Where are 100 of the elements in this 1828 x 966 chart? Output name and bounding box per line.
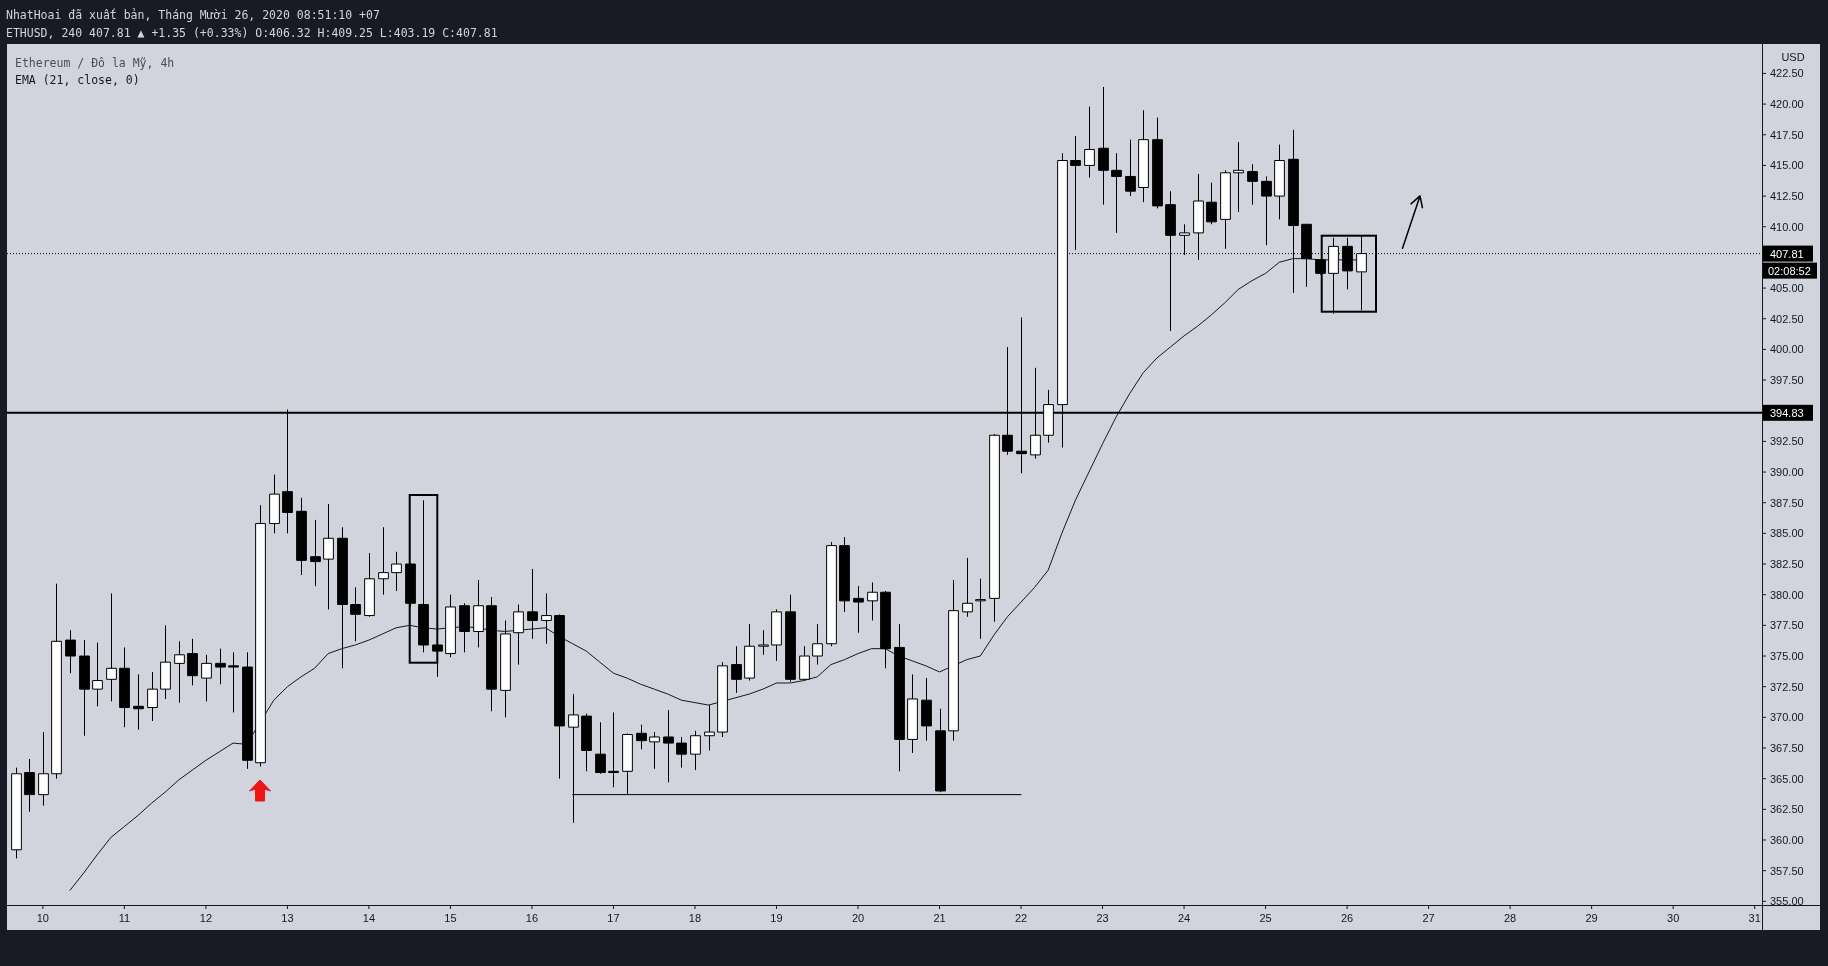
x-tick-label: 18 xyxy=(688,912,702,924)
y-tick-label: 377.50 xyxy=(1770,619,1804,632)
y-axis-title: USD xyxy=(1781,51,1805,63)
candlestick xyxy=(758,629,769,656)
candlestick xyxy=(731,645,742,694)
y-tick-label: 397.50 xyxy=(1770,374,1804,387)
candlestick xyxy=(459,602,470,653)
candlestick xyxy=(133,673,144,731)
candlestick xyxy=(215,648,226,685)
y-tick-label: 370.00 xyxy=(1770,711,1804,724)
candlestick xyxy=(1084,106,1095,179)
y-tick-label: 422.50 xyxy=(1770,67,1804,80)
y-tick-label: 412.50 xyxy=(1770,190,1804,203)
y-tick-label: 392.50 xyxy=(1770,435,1804,448)
candlestick xyxy=(1138,109,1149,203)
x-tick-label: 27 xyxy=(1422,912,1435,924)
x-tick-label: 14 xyxy=(362,912,376,924)
x-tick-label: 21 xyxy=(933,912,946,924)
candlestick xyxy=(1098,86,1109,206)
candlestick xyxy=(500,619,511,718)
candlestick xyxy=(1261,175,1272,246)
text: EMA (21, close, 0) xyxy=(15,73,140,87)
candlestick xyxy=(704,704,715,751)
candlestick xyxy=(527,568,538,640)
candlestick xyxy=(337,526,348,669)
candlestick xyxy=(350,586,361,642)
y-tick-label: 385.00 xyxy=(1770,527,1804,540)
y-tick-label: 415.00 xyxy=(1770,159,1804,172)
candlestick xyxy=(785,594,796,683)
candlestick xyxy=(799,645,810,682)
candlestick xyxy=(1274,144,1285,220)
y-tick-label: 357.50 xyxy=(1770,864,1804,877)
candlestick xyxy=(1070,135,1081,251)
candlestick xyxy=(907,673,918,754)
candlestick xyxy=(812,623,823,666)
candlestick xyxy=(649,731,660,770)
candlestick xyxy=(51,583,62,780)
candlestick xyxy=(432,643,443,678)
candlestick xyxy=(1125,139,1136,197)
candlestick xyxy=(323,503,334,610)
candlestick xyxy=(119,646,130,728)
candlestick xyxy=(1111,152,1122,234)
candlestick xyxy=(418,499,429,653)
candlestick xyxy=(65,629,76,674)
text: 02:08:52 xyxy=(1768,264,1811,277)
y-tick-label: 400.00 xyxy=(1770,343,1804,356)
candlestick xyxy=(663,709,674,783)
candlestick xyxy=(608,711,619,788)
candlestick xyxy=(79,639,90,737)
y-tick-label: 360.00 xyxy=(1770,834,1804,846)
candlestick xyxy=(826,541,837,647)
candlestick xyxy=(880,590,891,669)
x-tick-label: 15 xyxy=(444,912,457,924)
candlestick xyxy=(1233,141,1244,213)
x-tick-label: 26 xyxy=(1340,912,1354,924)
text: NhatHoai đã xuất bản, Tháng Mười 26, 2020 08:51:10 +07 xyxy=(6,8,380,22)
candlestick xyxy=(378,526,389,596)
y-tick-label: 355.00 xyxy=(1770,895,1804,908)
x-tick-label: 22 xyxy=(1014,912,1028,924)
x-tick-label: 13 xyxy=(281,912,294,924)
y-tick-label: 390.00 xyxy=(1770,466,1804,479)
y-tick-label: 387.50 xyxy=(1770,496,1804,509)
x-tick-label: 10 xyxy=(36,912,49,924)
y-tick-label: 405.00 xyxy=(1770,282,1804,295)
candlestick xyxy=(676,736,687,769)
candlestick xyxy=(636,724,647,750)
ref-line-label: 407.81 xyxy=(1770,247,1804,260)
candlestick xyxy=(853,585,864,634)
candlestick xyxy=(1193,173,1204,261)
x-tick-label: 12 xyxy=(199,912,213,924)
candlestick xyxy=(38,731,49,807)
candlestick xyxy=(1247,163,1258,206)
candlestick xyxy=(160,624,171,700)
y-tick-label: 362.50 xyxy=(1770,803,1804,816)
candlestick xyxy=(106,592,117,702)
y-tick-label: 375.00 xyxy=(1770,650,1804,663)
candlestick xyxy=(690,730,701,771)
candlestick xyxy=(187,638,198,686)
candlestick xyxy=(11,767,22,859)
x-tick-label: 11 xyxy=(118,912,131,924)
candlestick xyxy=(771,608,782,662)
candlestick xyxy=(310,519,321,587)
candlestick xyxy=(581,713,592,772)
candlestick xyxy=(201,654,212,702)
ref-line-label: 394.83 xyxy=(1770,406,1804,419)
candlestick xyxy=(894,623,905,772)
x-tick-label: 19 xyxy=(770,912,783,924)
candlestick xyxy=(24,758,35,813)
x-tick-label: 17 xyxy=(607,912,620,924)
candlestick xyxy=(445,594,456,658)
candlestick xyxy=(228,651,239,713)
candlestick xyxy=(554,613,565,780)
x-tick-label: 31 xyxy=(1748,912,1761,924)
y-tick-label: 410.00 xyxy=(1770,220,1804,233)
candlestick xyxy=(1152,117,1163,209)
candlestick xyxy=(147,671,158,722)
candlestick xyxy=(921,677,932,742)
candlestick xyxy=(867,581,878,621)
candlestick xyxy=(391,551,402,592)
candlestick xyxy=(92,642,103,707)
